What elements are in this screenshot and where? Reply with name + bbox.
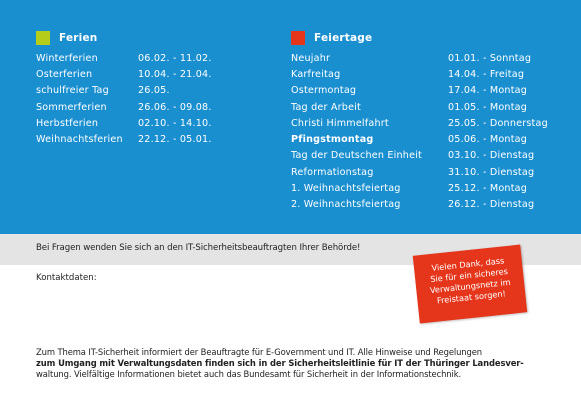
ferien-name: Herbstferien (36, 117, 99, 129)
ferien-row: Weihnachtsferien 22.12. - 05.01. (36, 131, 212, 147)
feiertage-date: 01.01. - Sonntag (448, 52, 532, 64)
ferien-date: 06.02. - 11.02. (138, 52, 212, 64)
ferien-name: schulfreier Tag (36, 85, 109, 97)
ferien-row: Sommerferien 26.06. - 09.08. (36, 99, 212, 115)
feiertage-list: Neujahr 01.01. - Sonntag Karfreitag 14.04. … (291, 50, 548, 213)
feiertage-row: Tag der Deutschen Einheit 03.10. - Dienst… (291, 148, 548, 164)
feiertage-row: Neujahr 01.01. - Sonntag (291, 50, 548, 66)
ferien-row: Herbstferien 02.10. - 14.10. (36, 115, 212, 131)
feiertage-name: Christi Himmelfahrt (291, 117, 389, 129)
ferien-list: Winterferien 06.02. - 11.02. Osterferien 10… (36, 50, 212, 148)
feiertage-row: 2. Weihnachtsfeiertag 26.12. - Dienstag (291, 197, 548, 213)
feiertage-title: Feiertage (314, 32, 373, 44)
ferien-title: Ferien (59, 32, 98, 44)
ferien-date: 26.06. - 09.08. (138, 101, 212, 113)
feiertage-name: Neujahr (291, 52, 331, 64)
ferien-row: schulfreier Tag 26.05. (36, 83, 212, 99)
footer-line: Zum Thema IT-Sicherheit informiert der B… (36, 347, 482, 357)
feiertage-date: 03.10. - Dienstag (448, 150, 535, 162)
feiertage-name: Reformationstag (291, 166, 374, 178)
feiertage-date: 14.04. - Freitag (448, 68, 525, 80)
feiertage-row: Reformationstag 31.10. - Dienstag (291, 164, 548, 180)
ferien-name: Weihnachtsferien (36, 134, 123, 146)
feiertage-name: Pfingstmontag (291, 134, 374, 146)
feiertage-date: 26.12. - Dienstag (448, 199, 535, 211)
ferien-swatch-icon (36, 31, 50, 45)
feiertage-date: 05.06. - Montag (448, 134, 528, 146)
feiertage-name: Ostermontag (291, 85, 357, 97)
feiertage-date: 25.12. - Montag (448, 183, 528, 195)
ferien-header: Ferien (36, 31, 97, 45)
feiertage-row: Karfreitag 14.04. - Freitag (291, 66, 548, 82)
feiertage-name: 2. Weihnachtsfeiertag (291, 199, 401, 211)
feiertage-date: 25.05. - Donnerstag (448, 117, 548, 129)
feiertage-name: 1. Weihnachtsfeiertag (291, 183, 401, 195)
ferien-row: Winterferien 06.02. - 11.02. (36, 50, 212, 66)
feiertage-row: Ostermontag 17.04. - Montag (291, 83, 548, 99)
holiday-panel: Ferien Winterferien 06.02. - 11.02. Osterf… (0, 0, 581, 234)
feiertage-name: Karfreitag (291, 68, 341, 80)
footer-text: Zum Thema IT-Sicherheit informiert der B… (36, 347, 556, 381)
feiertage-row: Christi Himmelfahrt 25.05. - Donnerstag (291, 115, 548, 131)
feiertage-row: 1. Weihnachtsfeiertag 25.12. - Montag (291, 180, 548, 196)
feiertage-date: 17.04. - Montag (448, 85, 528, 97)
ferien-date: 26.05. (138, 85, 170, 97)
feiertage-header: Feiertage (291, 31, 372, 45)
feiertage-name: Tag der Deutschen Einheit (291, 150, 423, 162)
ferien-date: 10.04. - 21.04. (138, 68, 212, 80)
ferien-date: 02.10. - 14.10. (138, 117, 212, 129)
feiertage-row: Pfingstmontag 05.06. - Montag (291, 131, 548, 147)
ferien-date: 22.12. - 05.01. (138, 134, 212, 146)
feiertage-swatch-icon (291, 31, 305, 45)
ferien-name: Osterferien (36, 68, 93, 80)
ferien-name: Sommerferien (36, 101, 107, 113)
ferien-row: Osterferien 10.04. - 21.04. (36, 66, 212, 82)
feiertage-name: Tag der Arbeit (291, 101, 362, 113)
ferien-name: Winterferien (36, 52, 98, 64)
question-text: Bei Fragen wenden Sie sich an den IT-Sic… (36, 243, 361, 253)
footer-line-bold: zum Umgang mit Verwaltungsdaten finden s… (36, 358, 524, 369)
feiertage-row: Tag der Arbeit 01.05. - Montag (291, 99, 548, 115)
thank-you-sticker: Vielen Dank, dass Sie für ein sicheres Ver… (412, 244, 528, 324)
feiertage-date: 31.10. - Dienstag (448, 166, 535, 178)
footer-line: waltung. Vielfältige Informationen biete… (36, 369, 462, 380)
kontakt-label: Kontaktdaten: (36, 273, 97, 283)
feiertage-date: 01.05. - Montag (448, 101, 528, 113)
